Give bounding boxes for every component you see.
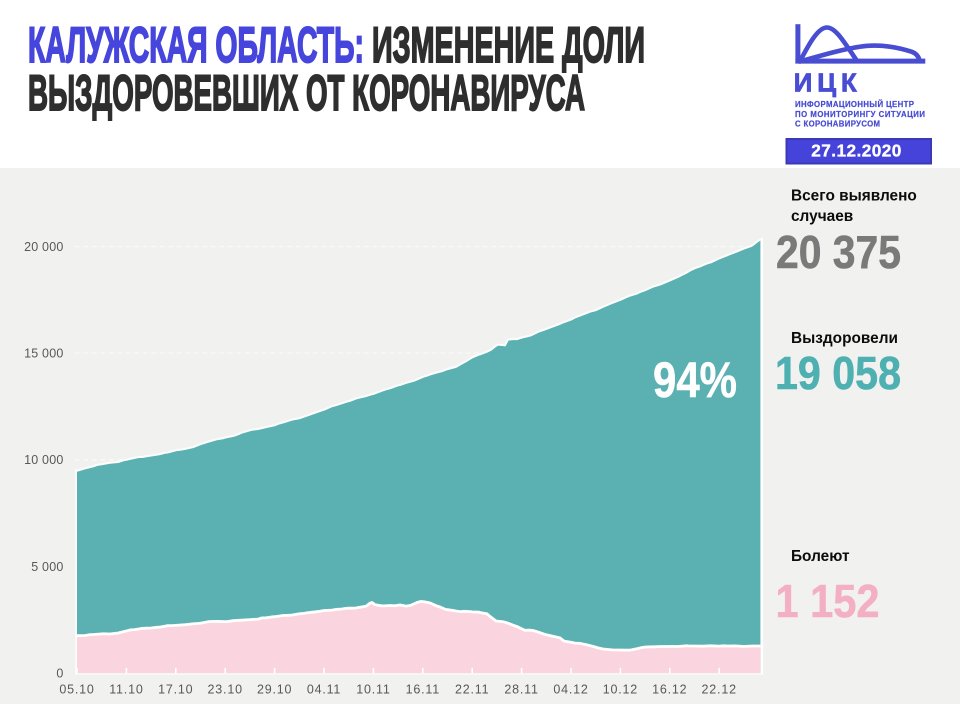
svg-text:16.12: 16.12	[652, 682, 687, 696]
svg-text:10.11: 10.11	[356, 682, 390, 696]
svg-text:05.10: 05.10	[59, 682, 94, 696]
svg-text:Всего выявлено: Всего выявлено	[791, 188, 917, 205]
svg-text:04.11: 04.11	[307, 682, 341, 696]
svg-text:94%: 94%	[653, 351, 737, 408]
svg-text:04.12: 04.12	[553, 682, 588, 696]
svg-text:20 000: 20 000	[24, 240, 63, 254]
svg-text:17.10: 17.10	[158, 682, 193, 696]
svg-text:С КОРОНАВИРУСОМ: С КОРОНАВИРУСОМ	[795, 119, 880, 128]
svg-text:5 000: 5 000	[31, 560, 63, 574]
svg-text:20 375: 20 375	[776, 226, 901, 278]
svg-text:0: 0	[56, 667, 63, 681]
svg-text:23.10: 23.10	[208, 682, 243, 696]
svg-text:ПО МОНИТОРИНГУ СИТУАЦИИ: ПО МОНИТОРИНГУ СИТУАЦИИ	[795, 110, 925, 119]
svg-text:15 000: 15 000	[24, 346, 63, 360]
svg-text:1 152: 1 152	[776, 575, 880, 627]
svg-text:10.12: 10.12	[603, 682, 638, 696]
svg-text:ИЗМЕНЕНИЕ ДОЛИ: ИЗМЕНЕНИЕ ДОЛИ	[372, 17, 645, 73]
svg-text:16.11: 16.11	[406, 682, 440, 696]
svg-text:ИНФОРМАЦИОННЫЙ ЦЕНТР: ИНФОРМАЦИОННЫЙ ЦЕНТР	[795, 100, 914, 109]
svg-text:ВЫЗДОРОВЕВШИХ ОТ КОРОНАВИРУСА: ВЫЗДОРОВЕВШИХ ОТ КОРОНАВИРУСА	[28, 65, 585, 121]
svg-text:Выздоровели: Выздоровели	[791, 330, 898, 347]
svg-text:10 000: 10 000	[24, 453, 63, 467]
svg-text:случаев: случаев	[791, 208, 853, 225]
svg-text:29.10: 29.10	[257, 682, 292, 696]
svg-text:КАЛУЖСКАЯ ОБЛАСТЬ:: КАЛУЖСКАЯ ОБЛАСТЬ:	[28, 17, 364, 73]
svg-text:22.12: 22.12	[702, 682, 737, 696]
svg-text:28.11: 28.11	[504, 682, 538, 696]
svg-text:19 058: 19 058	[775, 347, 901, 399]
svg-text:ИЦК: ИЦК	[794, 69, 857, 97]
svg-text:11.10: 11.10	[109, 682, 143, 696]
svg-text:27.12.2020: 27.12.2020	[811, 141, 902, 161]
svg-text:Болеют: Болеют	[791, 548, 850, 565]
svg-text:22.11: 22.11	[455, 682, 489, 696]
